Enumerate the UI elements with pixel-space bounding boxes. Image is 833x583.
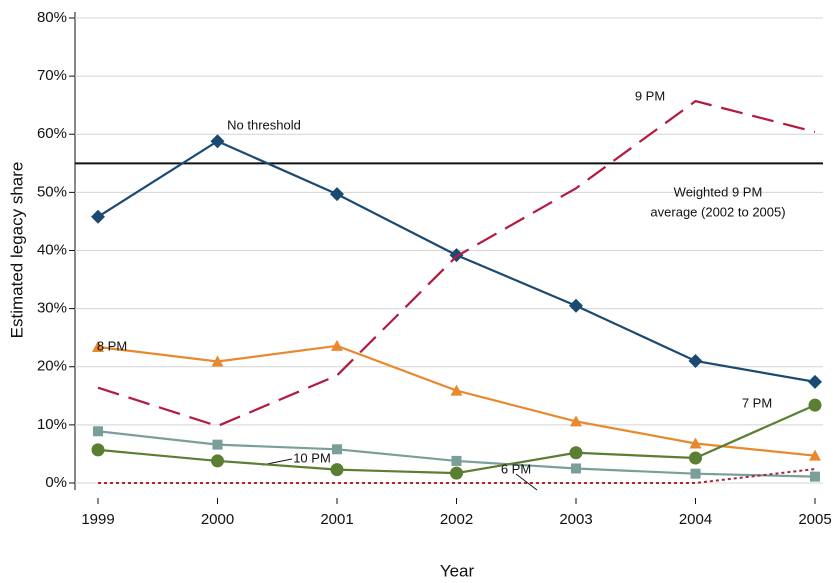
marker: [688, 353, 703, 368]
marker: [211, 454, 224, 468]
y-tick-label: 20%: [37, 358, 67, 375]
y-tick-label: 40%: [37, 241, 67, 258]
marker: [330, 463, 344, 477]
series-label: No threshold: [227, 117, 301, 132]
marker: [569, 298, 583, 313]
marker: [808, 398, 822, 412]
marker: [93, 426, 103, 437]
y-tick-label: 60%: [37, 125, 67, 142]
x-tick-label: 2003: [559, 511, 592, 528]
series-label: 6 PM: [501, 461, 531, 476]
marker: [331, 339, 343, 351]
x-tick-label: 2005: [798, 511, 831, 528]
reference-label: average (2002 to 2005): [650, 204, 785, 219]
series-label: 8 PM: [97, 338, 127, 353]
marker: [210, 134, 225, 149]
x-tick-label: 2001: [320, 511, 353, 528]
x-axis-title: Year: [440, 561, 475, 580]
marker: [330, 187, 344, 202]
marker: [689, 437, 702, 449]
reference-label: Weighted 9 PM: [674, 184, 763, 199]
marker: [92, 340, 104, 352]
x-tick-label: 2000: [201, 511, 234, 528]
marker: [212, 439, 223, 450]
x-tick-label: 2004: [679, 511, 712, 528]
x-tick-label: 2002: [440, 511, 473, 528]
y-tick-label: 0%: [45, 474, 67, 491]
marker: [809, 449, 821, 461]
y-tick-label: 30%: [37, 300, 67, 317]
marker: [808, 374, 822, 389]
marker: [450, 466, 463, 480]
marker: [571, 463, 581, 474]
marker: [570, 415, 582, 427]
leader-line: [515, 473, 538, 491]
marker: [689, 451, 702, 465]
marker: [332, 444, 342, 455]
y-tick-label: 70%: [37, 67, 67, 84]
marker: [91, 209, 105, 224]
marker: [211, 355, 224, 367]
y-tick-label: 80%: [37, 9, 67, 26]
marker: [451, 455, 462, 466]
marker: [690, 468, 701, 479]
y-axis-title: Estimated legacy share: [7, 162, 26, 339]
series-label: 7 PM: [742, 395, 772, 410]
y-tick-label: 50%: [37, 183, 67, 200]
x-tick-label: 1999: [81, 511, 114, 528]
y-tick-label: 10%: [37, 416, 67, 433]
marker: [91, 443, 105, 457]
marker: [450, 384, 463, 396]
series-line: [97, 99, 816, 428]
marker: [569, 446, 583, 460]
series-label: 9 PM: [635, 88, 665, 103]
series-label: 10 PM: [293, 450, 331, 465]
marker: [810, 471, 820, 482]
